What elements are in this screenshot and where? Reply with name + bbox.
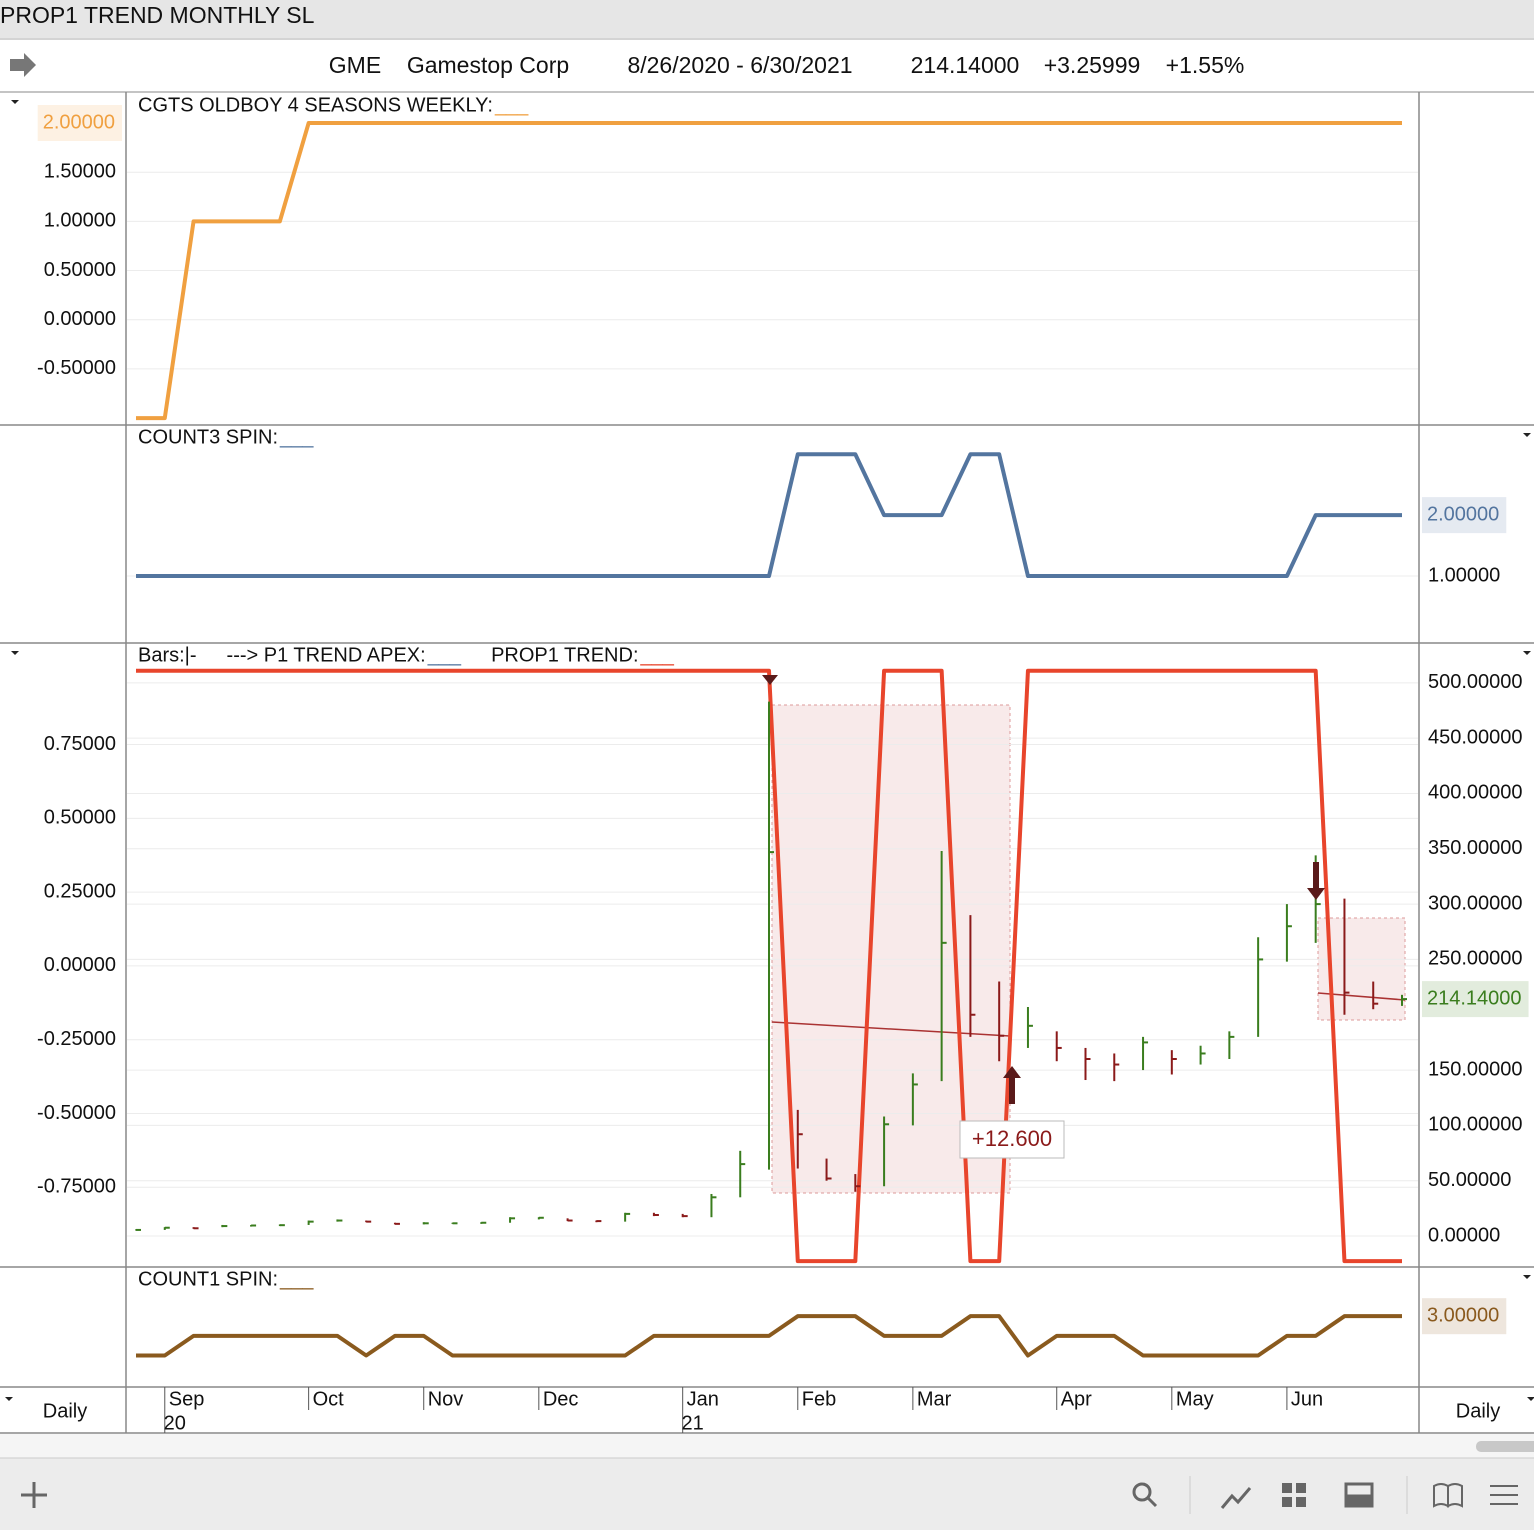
value-label-bg (37, 105, 122, 142)
y-tick-label: 0.00000 (1428, 1224, 1500, 1246)
symbol: GME (329, 52, 381, 78)
panel-menus[interactable] (5, 100, 1534, 1401)
y-tick-label: -0.25000 (37, 1028, 116, 1050)
y-tick-label: 1.50000 (44, 160, 116, 182)
y-tick-label: 0.50000 (44, 259, 116, 281)
scroll-track (0, 1434, 1534, 1458)
interval-right[interactable]: Daily (1456, 1400, 1500, 1422)
value-label-bg (1422, 1298, 1507, 1335)
month-label: Nov (428, 1388, 464, 1410)
y-tick-label: 1.00000 (44, 210, 116, 232)
add-button[interactable] (21, 1482, 47, 1508)
value-label: 2.00000 (1427, 503, 1499, 525)
y-tick-label: 350.00000 (1428, 837, 1523, 859)
window-title: PROP1 TREND MONTHLY SL (0, 2, 315, 28)
menu-button[interactable] (1490, 1485, 1518, 1505)
y-tick-label: 0.50000 (44, 807, 116, 829)
y-tick-label: 50.00000 (1428, 1169, 1511, 1191)
book-button[interactable] (1433, 1483, 1463, 1508)
toolbar-separators (1189, 1476, 1408, 1514)
legend-label: COUNT3 SPIN: (138, 426, 278, 448)
annotation: +12.600 (972, 1126, 1052, 1151)
legend-label: COUNT1 SPIN: (138, 1268, 278, 1290)
month-label: Apr (1061, 1388, 1092, 1410)
y-tick-label: 100.00000 (1428, 1114, 1523, 1136)
toolbar (0, 1458, 1534, 1530)
month-label: May (1176, 1388, 1214, 1410)
panel-frames (0, 92, 1534, 1434)
month-label: Jun (1291, 1388, 1323, 1410)
panel-button[interactable] (1344, 1482, 1374, 1508)
legend-key: ___ (279, 1268, 314, 1290)
company-name: Gamestop Corp (407, 52, 569, 78)
legend-key: ___ (494, 94, 529, 116)
search-button[interactable] (1132, 1482, 1158, 1508)
month-label: Oct (313, 1388, 345, 1410)
legend-key: ___ (427, 644, 462, 666)
value-label-bg (1422, 981, 1529, 1018)
y-tick-label: 0.00000 (44, 308, 116, 330)
month-label: Dec (543, 1388, 579, 1410)
legend-label: PROP1 TREND: (491, 644, 638, 666)
y-tick-label: 0.75000 (44, 733, 116, 755)
y-tick-label: 0.00000 (44, 954, 116, 976)
legend-key: ___ (279, 426, 314, 448)
date-range: 8/26/2020 - 6/30/2021 (627, 52, 852, 78)
month-label: Feb (802, 1388, 836, 1410)
y-tick-label: -0.50000 (37, 1102, 116, 1124)
scrollbar[interactable] (1476, 1441, 1534, 1452)
draw-button[interactable] (1220, 1487, 1252, 1509)
month-label: Mar (917, 1388, 952, 1410)
y-tick-label: 1.00000 (1428, 564, 1500, 586)
value-highlight: 2.00000 (1422, 497, 1507, 534)
nav-arrow[interactable] (10, 53, 36, 77)
y-tick-label: 450.00000 (1428, 726, 1523, 748)
month-label: Jan (687, 1388, 719, 1410)
value-label: 214.14000 (1427, 987, 1522, 1009)
price: 214.14000 (911, 52, 1020, 78)
value-label: 2.00000 (43, 111, 115, 133)
y-tick-label: 150.00000 (1428, 1058, 1523, 1080)
value-highlight: 214.14000 (1422, 981, 1529, 1018)
title-bar (0, 0, 1534, 38)
series-line (136, 121, 1402, 421)
change: +3.25999 (1044, 52, 1141, 78)
trade-regions (771, 704, 1406, 1194)
y-tick-label: -0.75000 (37, 1176, 116, 1198)
legend-label: ---> P1 TREND APEX: (227, 644, 426, 666)
series-line (136, 452, 1402, 579)
value-highlight: 2.00000 (37, 105, 122, 142)
y-tick-label: -0.50000 (37, 357, 116, 379)
series-line (136, 1314, 1402, 1358)
interval-left[interactable]: Daily (43, 1400, 87, 1422)
change-pct: +1.55% (1166, 52, 1245, 78)
annotation-box (959, 1120, 1065, 1159)
trade-arrows (762, 675, 1325, 1104)
legend-label: CGTS OLDBOY 4 SEASONS WEEKLY: (138, 94, 493, 116)
legend-key: ___ (640, 644, 675, 666)
y-tick-label: 250.00000 (1428, 948, 1523, 970)
y-tick-label: 0.25000 (44, 880, 116, 902)
value-label-bg (1422, 497, 1507, 534)
y-tick-label: 400.00000 (1428, 782, 1523, 804)
value-label: 3.00000 (1427, 1304, 1499, 1326)
y-tick-label: 500.00000 (1428, 671, 1523, 693)
month-label: Sep (169, 1388, 205, 1410)
y-tick-label: 300.00000 (1428, 892, 1523, 914)
legend-label: Bars:|- (138, 644, 197, 666)
series-line (136, 668, 1402, 1264)
value-highlight: 3.00000 (1422, 1298, 1507, 1335)
year-label: 20 (164, 1412, 186, 1434)
year-label: 21 (682, 1412, 704, 1434)
layout-button[interactable] (1282, 1483, 1306, 1507)
